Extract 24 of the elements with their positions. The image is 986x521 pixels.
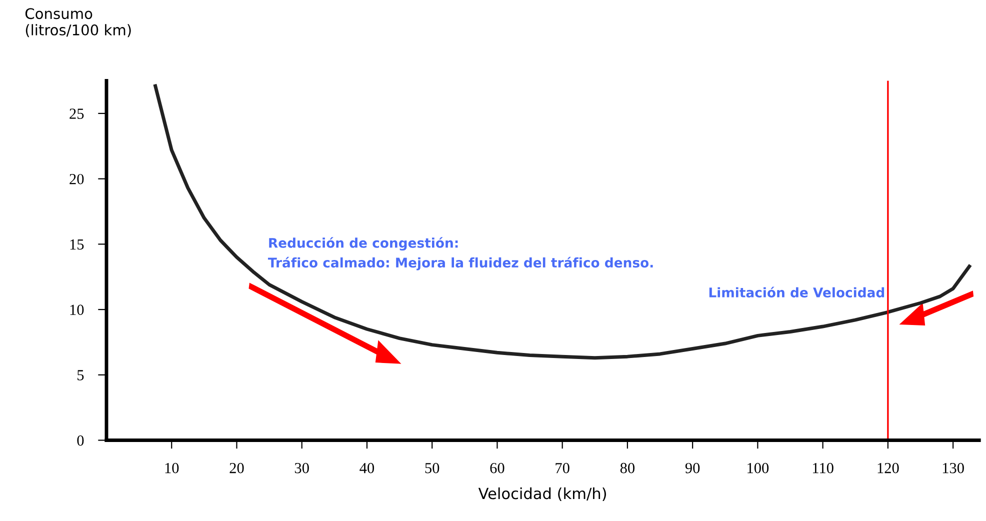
x-tick-label: 70 [556, 462, 570, 474]
x-tick-label: 130 [942, 462, 964, 474]
x-axis-title: Velocidad (km/h) [478, 487, 606, 502]
annotation: Reducción de congestión: Tráfico calmado: Mejora la fluidez del tráfico denso. [268, 237, 653, 270]
y-tick-label: 10 [70, 304, 84, 315]
x-tick-label: 80 [620, 462, 635, 474]
x-tick-label: 20 [230, 462, 244, 474]
y-axis-title: Consumo (litros/100 km) [25, 8, 131, 38]
line-series [154, 84, 972, 360]
x-tick-label: 120 [878, 462, 899, 474]
y-tick-label: 0 [77, 435, 84, 446]
x-tick-label: 50 [425, 462, 440, 474]
x-tick-label: 40 [360, 462, 374, 474]
x-tick-label: 60 [490, 462, 504, 474]
y-tick-label: 5 [78, 370, 84, 380]
x-tick-label: 110 [812, 462, 834, 474]
x-tick-label: 10 [165, 462, 179, 474]
ref-line-label: Limitación de Velocidad [709, 286, 884, 298]
y-tick-label: 15 [70, 239, 84, 250]
x-tick-label: 90 [685, 462, 700, 474]
x-tick-label: 100 [748, 462, 769, 474]
y-tick-label: 25 [70, 108, 84, 119]
x-tick-label: 30 [294, 462, 309, 474]
y-tick-label: 20 [70, 174, 84, 184]
